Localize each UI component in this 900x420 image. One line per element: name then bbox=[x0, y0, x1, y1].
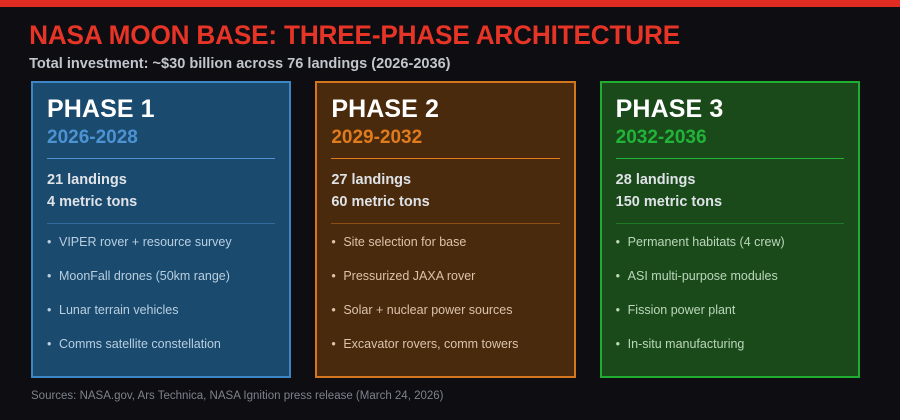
list-item: • Excavator rovers, comm towers bbox=[331, 336, 559, 352]
bullet-dot-icon: • bbox=[47, 337, 52, 352]
phase-bullet-list: • Permanent habitats (4 crew) • ASI multi-p… bbox=[616, 234, 844, 353]
bullet-dot-icon: • bbox=[47, 234, 52, 249]
bullet-dot-icon: • bbox=[615, 268, 621, 283]
phase-card-1: PHASE 1 2026-2028 21 landings 4 metric tons… bbox=[31, 81, 292, 378]
list-item: • Solar + nuclear power sources bbox=[331, 302, 559, 318]
list-item-label: In-situ manufacturing bbox=[627, 337, 745, 352]
list-item-label: ASI multi-purpose modules bbox=[627, 268, 778, 283]
phase-landings-stat: 28 landings bbox=[615, 172, 696, 189]
list-item-label: Site selection for base bbox=[343, 234, 467, 249]
bullet-dot-icon: • bbox=[331, 234, 336, 249]
list-item: • MoonFall drones (50km range) bbox=[47, 268, 275, 284]
phase-years: 2026-2028 bbox=[47, 126, 138, 148]
header: NASA MOON BASE: THREE-PHASE ARCHITECTURE… bbox=[0, 7, 900, 73]
phase-title: PHASE 2 bbox=[331, 95, 440, 123]
page-subtitle: Total investment: ~$30 billion across 76… bbox=[29, 55, 451, 73]
bullet-dot-icon: • bbox=[615, 337, 621, 352]
phase-card-2: PHASE 2 2029-2032 27 landings 60 metric ton… bbox=[315, 81, 576, 378]
phase-divider-bottom bbox=[47, 222, 276, 224]
phase-mass-stat: 60 metric tons bbox=[331, 194, 430, 211]
phase-years: 2032-2036 bbox=[615, 126, 707, 148]
phase-cards-row: PHASE 1 2026-2028 21 landings 4 metric tons… bbox=[31, 81, 860, 378]
phase-years: 2029-2032 bbox=[331, 126, 423, 148]
list-item: • Lunar terrain vehicles bbox=[47, 302, 275, 318]
phase-divider-top bbox=[331, 158, 560, 160]
bullet-dot-icon: • bbox=[47, 268, 52, 283]
bullet-dot-icon: • bbox=[331, 268, 336, 283]
phase-divider-top bbox=[615, 158, 844, 160]
list-item-label: Solar + nuclear power sources bbox=[343, 303, 513, 318]
list-item: • In-situ manufacturing bbox=[616, 336, 844, 352]
phase-landings-stat: 27 landings bbox=[331, 172, 412, 189]
list-item-label: Permanent habitats (4 crew) bbox=[627, 234, 785, 249]
list-item-label: Fission power plant bbox=[627, 303, 736, 318]
footer-sources: Sources: NASA.gov, Ars Technica, NASA Ig… bbox=[31, 390, 444, 402]
bullet-dot-icon: • bbox=[47, 303, 52, 318]
list-item: • Fission power plant bbox=[616, 302, 844, 318]
phase-divider-bottom bbox=[331, 222, 560, 224]
list-item-label: Excavator rovers, comm towers bbox=[343, 337, 519, 352]
list-item: • ASI multi-purpose modules bbox=[616, 268, 844, 284]
list-item: • Pressurized JAXA rover bbox=[331, 268, 559, 284]
list-item-label: Pressurized JAXA rover bbox=[343, 268, 476, 283]
list-item-label: Comms satellite constellation bbox=[59, 337, 221, 352]
phase-landings-stat: 21 landings bbox=[47, 172, 127, 189]
bullet-dot-icon: • bbox=[615, 234, 621, 249]
list-item: • Permanent habitats (4 crew) bbox=[616, 234, 844, 250]
list-item-label: VIPER rover + resource survey bbox=[59, 234, 232, 249]
list-item: • Site selection for base bbox=[331, 234, 559, 250]
list-item: • Comms satellite constellation bbox=[47, 336, 275, 352]
phase-title: PHASE 3 bbox=[615, 95, 724, 123]
bullet-dot-icon: • bbox=[331, 337, 336, 352]
list-item: • VIPER rover + resource survey bbox=[47, 234, 275, 250]
phase-card-3: PHASE 3 2032-2036 28 landings 150 metric to… bbox=[599, 81, 860, 378]
list-item-label: Lunar terrain vehicles bbox=[59, 303, 179, 318]
phase-mass-stat: 4 metric tons bbox=[47, 194, 138, 211]
phase-title: PHASE 1 bbox=[47, 95, 155, 123]
phase-mass-stat: 150 metric tons bbox=[615, 194, 723, 211]
phase-divider-top bbox=[47, 158, 276, 160]
phase-divider-bottom bbox=[615, 222, 844, 224]
bullet-dot-icon: • bbox=[331, 303, 336, 318]
bullet-dot-icon: • bbox=[615, 303, 621, 318]
phase-bullet-list: • VIPER rover + resource survey • MoonFall … bbox=[47, 234, 275, 353]
phase-bullet-list: • Site selection for base • Pressurized JAX… bbox=[331, 234, 559, 353]
top-accent-bar bbox=[0, 0, 900, 7]
list-item-label: MoonFall drones (50km range) bbox=[59, 268, 230, 283]
page-title: NASA MOON BASE: THREE-PHASE ARCHITECTURE bbox=[29, 20, 681, 50]
